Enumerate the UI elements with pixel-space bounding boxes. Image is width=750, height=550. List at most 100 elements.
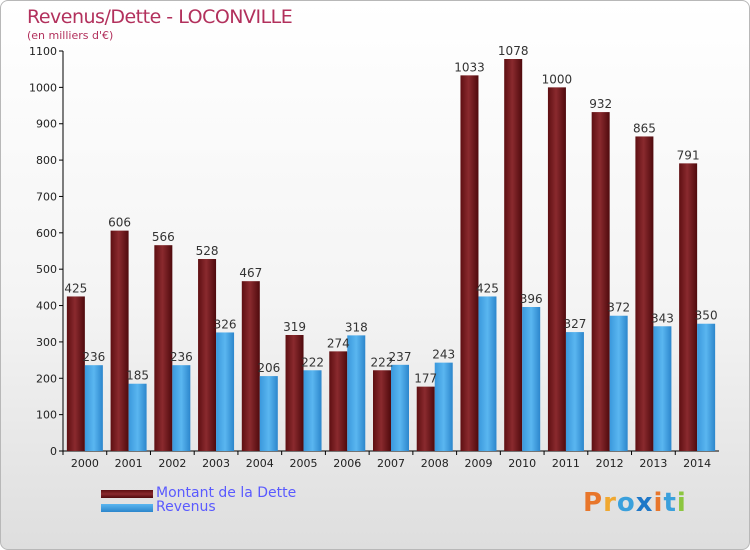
bar-debt	[110, 230, 129, 451]
bar-revenue	[434, 362, 453, 451]
x-tick-label: 2007	[377, 457, 405, 470]
x-tick-label: 2014	[683, 457, 711, 470]
y-tick-label: 1100	[29, 45, 57, 58]
data-label-revenue: 236	[170, 350, 193, 364]
bar-debt	[679, 163, 698, 451]
y-tick-label: 500	[36, 263, 57, 276]
legend-label-debt: Montant de la Dette	[156, 485, 297, 501]
y-tick-label: 1000	[29, 81, 57, 94]
proxiti-logo: Proxiti	[583, 488, 687, 518]
bar-debt	[416, 386, 435, 451]
data-label-revenue: 236	[82, 350, 105, 364]
data-label-revenue: 327	[563, 317, 586, 331]
data-label-debt: 222	[371, 355, 394, 369]
x-tick-label: 2000	[71, 457, 99, 470]
chart-title: Revenus/Dette - LOCONVILLE	[27, 6, 293, 28]
bar-debt	[198, 259, 217, 451]
bar-revenue	[609, 315, 628, 451]
bar-debt	[504, 59, 523, 451]
legend-label-revenue: Revenus	[156, 499, 216, 515]
data-label-revenue: 206	[257, 361, 280, 375]
y-tick-label: 700	[36, 190, 57, 203]
bar-revenue	[391, 364, 409, 451]
x-tick-label: 2004	[246, 457, 274, 470]
data-label-debt: 425	[64, 281, 87, 295]
data-label-debt: 528	[196, 244, 219, 258]
logo-letter: P	[583, 488, 604, 518]
bar-debt	[591, 112, 610, 451]
data-label-debt: 319	[283, 320, 306, 334]
logo-letter: o	[616, 488, 636, 518]
y-tick-label: 900	[36, 118, 57, 131]
data-label-revenue: 185	[126, 369, 149, 383]
data-label-debt: 865	[633, 121, 656, 135]
data-label-revenue: 350	[695, 309, 718, 323]
data-label-revenue: 318	[345, 320, 368, 334]
bar-debt	[373, 370, 391, 451]
x-tick-label: 2012	[596, 457, 624, 470]
data-label-debt: 1000	[542, 72, 573, 86]
data-label-revenue: 425	[476, 281, 499, 295]
data-label-revenue: 326	[214, 317, 237, 331]
bar-debt	[66, 296, 85, 451]
y-tick-label: 100	[36, 409, 57, 422]
data-label-debt: 467	[239, 266, 262, 280]
bar-revenue	[172, 365, 191, 451]
bar-revenue	[347, 335, 366, 451]
bar-revenue	[216, 332, 235, 451]
x-tick-label: 2002	[158, 457, 186, 470]
y-tick-label: 300	[36, 336, 57, 349]
bar-debt	[285, 335, 304, 451]
y-tick-label: 0	[50, 445, 57, 458]
bar-revenue	[259, 376, 278, 451]
chart-subtitle: (en milliers d'€)	[27, 29, 114, 42]
data-label-debt: 1078	[498, 44, 529, 58]
data-label-debt: 566	[152, 230, 175, 244]
data-label-revenue: 222	[301, 355, 324, 369]
x-tick-label: 2010	[508, 457, 536, 470]
data-label-debt: 606	[108, 216, 131, 230]
data-label-revenue: 372	[607, 301, 630, 315]
bar-revenue	[565, 332, 584, 451]
bar-revenue	[522, 307, 541, 451]
bar-revenue	[697, 323, 716, 451]
y-tick-label: 600	[36, 227, 57, 240]
logo-letter: t	[663, 488, 677, 518]
x-tick-label: 2003	[202, 457, 230, 470]
data-label-debt: 1033	[454, 60, 485, 74]
data-label-revenue: 396	[520, 292, 543, 306]
x-tick-label: 2005	[290, 457, 318, 470]
data-label-debt: 791	[677, 148, 700, 162]
data-label-revenue: 243	[432, 348, 455, 362]
x-tick-label: 2001	[115, 457, 143, 470]
logo-letter: i	[653, 488, 664, 518]
bar-debt	[241, 281, 260, 451]
legend-swatch-debt	[101, 490, 153, 498]
logo-letter: r	[603, 488, 617, 518]
x-tick-label: 2006	[333, 457, 361, 470]
bar-debt	[329, 351, 348, 451]
bar-revenue	[84, 365, 103, 451]
bar-revenue	[128, 383, 147, 451]
y-tick-label: 400	[36, 300, 57, 313]
data-label-revenue: 343	[651, 311, 674, 325]
bar-revenue	[478, 296, 497, 451]
bar-debt	[547, 87, 566, 451]
bar-revenue	[653, 326, 672, 451]
data-label-revenue: 237	[389, 350, 412, 364]
legend-swatch-revenue	[101, 504, 153, 512]
x-tick-label: 2013	[639, 457, 667, 470]
data-label-debt: 932	[589, 97, 612, 111]
bar-debt	[154, 245, 173, 451]
x-tick-label: 2008	[421, 457, 449, 470]
bar-revenue	[303, 370, 322, 451]
logo-letter: x	[635, 488, 654, 518]
y-tick-label: 200	[36, 372, 57, 385]
logo-letter: i	[676, 488, 687, 518]
bar-debt	[635, 136, 654, 452]
bar-debt	[460, 75, 479, 451]
data-label-debt: 274	[327, 336, 350, 350]
x-tick-label: 2011	[552, 457, 580, 470]
y-tick-label: 800	[36, 154, 57, 167]
